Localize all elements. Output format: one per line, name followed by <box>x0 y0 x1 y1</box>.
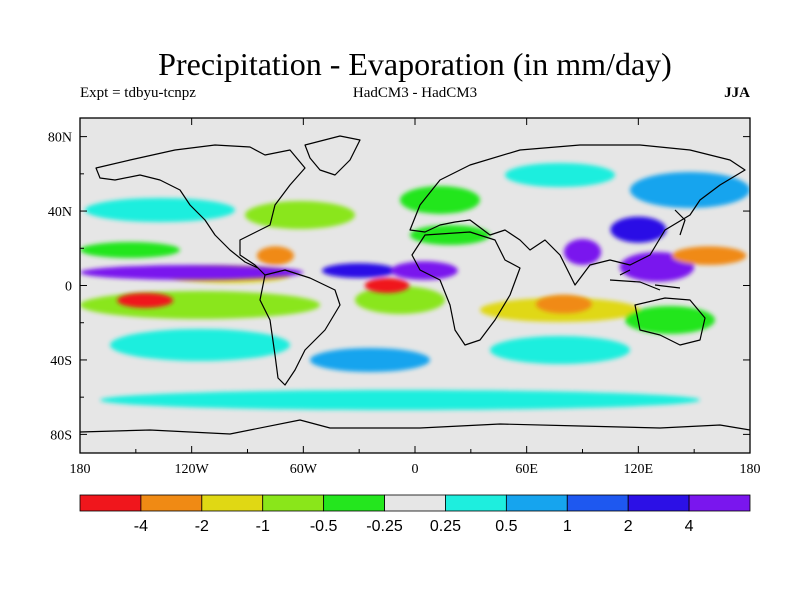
band-atlantic-dry <box>355 286 445 314</box>
coast-japan <box>674 209 686 236</box>
coast-australia <box>634 297 706 346</box>
x-tick-label: 120E <box>624 462 654 477</box>
y-axis: 80N 40N 0 40S 80S <box>48 131 750 443</box>
band-north-pacific-dry <box>80 242 180 258</box>
colorbar-swatch <box>505 494 568 512</box>
region-atlantic-itcz <box>321 263 397 279</box>
y-tick-label: 40N <box>48 205 72 220</box>
precip-field <box>80 163 750 410</box>
colorbar-swatch <box>627 494 690 512</box>
region-southeast-pacific-dry <box>117 292 174 308</box>
colorbar: -4 -2 -1 -0.5 -0.25 0.25 0.5 1 2 4 <box>79 494 751 535</box>
x-tick-label: 0 <box>412 462 419 477</box>
region-tropical-atlantic-dry <box>364 278 410 293</box>
colorbar-label: -0.25 <box>366 518 403 535</box>
coast-africa <box>411 231 521 346</box>
band-south-atlantic-wet <box>310 348 430 372</box>
colorbar-swatch <box>445 494 507 512</box>
colorbar-label: 0.5 <box>495 518 517 535</box>
coast-south-america <box>259 269 341 386</box>
band-southern-ocean-wet <box>100 390 700 410</box>
region-east-asia-monsoon <box>610 216 667 243</box>
colorbar-swatch <box>384 494 446 512</box>
band-australia-dry <box>625 306 715 334</box>
colorbar-label: -4 <box>134 518 148 535</box>
y-tick-label: 80S <box>50 428 72 443</box>
experiment-label: Expt = tdbyu-tcnpz <box>80 85 196 101</box>
colorbar-label: -2 <box>195 518 209 535</box>
band-north-atlantic-wet <box>245 201 355 229</box>
band-europe-dry <box>400 186 480 214</box>
band-siberia-wet <box>505 163 615 187</box>
coastlines <box>80 135 750 435</box>
colorbar-swatch <box>323 494 385 512</box>
plot-title: Precipitation - Evaporation (in mm/day) <box>158 46 672 82</box>
x-tick-label: 180 <box>70 462 91 477</box>
region-west-africa-monsoon <box>390 261 458 280</box>
band-south-pacific-wet <box>110 329 290 361</box>
colorbar-swatch <box>201 494 264 512</box>
y-tick-label: 80N <box>48 131 72 146</box>
colorbar-swatch <box>79 494 142 512</box>
colorbar-swatch <box>688 494 751 512</box>
x-tick-label: 60E <box>515 462 538 477</box>
colorbar-label: 0.25 <box>430 518 461 535</box>
region-indian-ocean-dry <box>535 294 592 314</box>
colorbar-label: 4 <box>685 518 694 535</box>
band-south-indian-wet <box>490 336 630 364</box>
region-east-pacific-itcz <box>80 265 304 280</box>
coast-indonesia <box>609 269 681 291</box>
region-north-pacific-dry <box>671 246 747 266</box>
colorbar-label: -0.5 <box>310 518 338 535</box>
x-tick-label: 60W <box>290 462 318 477</box>
y-tick-label: 40S <box>50 354 72 369</box>
x-tick-label: 120W <box>175 462 210 477</box>
season-label: JJA <box>724 85 750 101</box>
region-caribbean-dry <box>256 246 295 266</box>
model-label: HadCM3 - HadCM3 <box>352 85 478 101</box>
y-tick-label: 0 <box>65 280 72 295</box>
band-south-tropics-dry <box>80 291 320 319</box>
coast-north-america <box>95 144 306 276</box>
colorbar-swatch <box>262 494 325 512</box>
colorbar-label: -1 <box>256 518 270 535</box>
x-tick-label: 180 <box>740 462 761 477</box>
x-axis: 180 120W 60W 0 60E 120E 180 <box>70 118 761 477</box>
band-north-pacific-wet-2 <box>630 172 750 208</box>
colorbar-swatch <box>566 494 629 512</box>
coast-greenland <box>304 135 361 176</box>
colorbar-label: 1 <box>563 518 572 535</box>
colorbar-swatch <box>140 494 203 512</box>
band-north-pacific-wet <box>85 198 235 222</box>
coast-antarctica <box>80 419 750 435</box>
region-bay-of-bengal <box>563 238 602 266</box>
coast-europe-asia <box>409 144 746 286</box>
colorbar-label: 2 <box>624 518 633 535</box>
